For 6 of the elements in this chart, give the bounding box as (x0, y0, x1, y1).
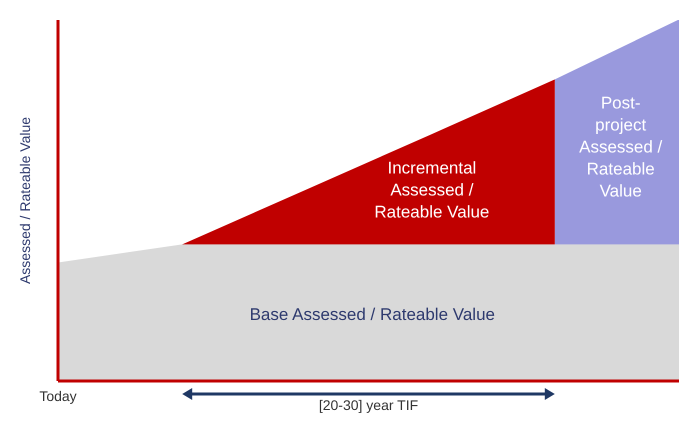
series-label: Base Assessed / Rateable Value (250, 304, 495, 324)
series-label: Incremental Assessed / Rateable Value (374, 158, 490, 222)
text: Today (39, 388, 77, 404)
text: [20-30] year TIF (318, 397, 418, 413)
series-label: Post-project Assessed / Rateable Value (579, 94, 663, 201)
y-axis-title: Assessed / Rateable Value (17, 116, 33, 284)
